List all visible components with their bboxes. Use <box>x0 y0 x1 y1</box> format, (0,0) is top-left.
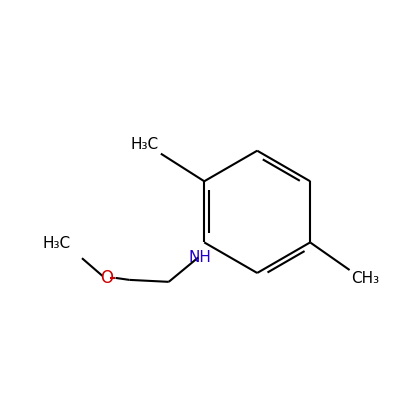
Text: H₃C: H₃C <box>131 138 159 152</box>
Text: H₃C: H₃C <box>42 236 70 252</box>
Text: O: O <box>100 269 113 287</box>
Text: NH: NH <box>189 250 212 264</box>
Text: CH₃: CH₃ <box>352 271 380 286</box>
